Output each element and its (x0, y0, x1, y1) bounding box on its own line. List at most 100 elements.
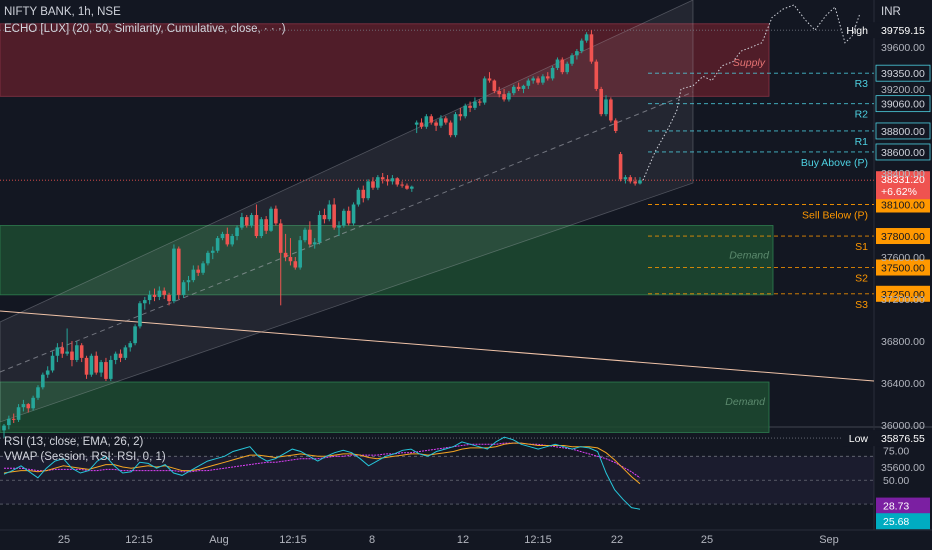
price-tag-bg-1 (875, 64, 931, 82)
time-tick-8: 25 (701, 534, 713, 546)
candle-57 (278, 219, 283, 306)
candle-body-21 (104, 362, 108, 379)
candle-body-24 (118, 353, 123, 358)
candle-52 (254, 204, 259, 239)
candle-body-18 (89, 355, 94, 375)
indicator-title[interactable]: ECHO [LUX] (20, 50, Similarity, Cumulati… (4, 23, 286, 35)
candle-body-104 (507, 93, 511, 100)
candle-body-63 (308, 229, 312, 245)
candle-92 (448, 120, 453, 138)
regression-channel (0, 0, 694, 423)
candle-body-15 (75, 345, 79, 360)
candle-body-102 (497, 91, 502, 95)
price-tag-4: 38600.00 (881, 147, 925, 159)
candle-body-42 (206, 252, 210, 264)
level-label-8: S3 (855, 299, 868, 311)
candle-131 (638, 177, 642, 185)
candle-body-56 (274, 208, 278, 224)
candle-body-61 (298, 240, 302, 268)
zone-label-0: Supply (733, 57, 766, 69)
rsi-tick-1: 50.00 (883, 475, 909, 487)
candle-15 (75, 341, 79, 363)
candle-body-85 (414, 122, 419, 125)
currency-label: INR (881, 6, 901, 18)
candle-60 (293, 257, 298, 270)
rsi-title[interactable]: RSI (13, close, EMA, 26, 2) (4, 436, 144, 448)
candle-100 (487, 72, 492, 83)
candle-body-118 (575, 51, 579, 56)
candle-body-123 (599, 88, 603, 115)
candle-99 (482, 76, 487, 105)
candle-body-6 (31, 397, 35, 409)
candle-85 (414, 120, 419, 134)
candle-body-60 (293, 261, 298, 268)
price-tag-bg-6 (876, 228, 930, 245)
candle-body-36 (176, 248, 181, 295)
candle-body-112 (545, 76, 550, 79)
candle-1 (7, 415, 11, 430)
candle-body-28 (138, 303, 142, 327)
current-price-change: +6.62% (881, 186, 917, 198)
candle-51 (249, 212, 254, 228)
candle-body-26 (128, 343, 133, 348)
rsi-vwap-tag-bg (876, 497, 930, 514)
vwap-title[interactable]: VWAP (Session, RSI: RSI, 0, 1) (4, 451, 166, 463)
candle-76 (371, 177, 375, 190)
candle-body-31 (152, 294, 157, 297)
price-tag-bg-2 (875, 95, 931, 113)
candle-body-103 (502, 94, 506, 100)
candle-body-90 (439, 118, 443, 126)
candle-body-89 (434, 122, 438, 126)
candle-58 (283, 233, 288, 262)
candle-body-79 (385, 179, 390, 182)
candle-body-47 (230, 236, 234, 245)
level-label-6: S1 (855, 241, 868, 253)
zone-supply-0 (0, 23, 770, 97)
candle-body-97 (473, 101, 477, 108)
candle-body-77 (376, 177, 380, 188)
rsi-tick-0: 75.00 (883, 445, 909, 457)
candle-96 (468, 101, 472, 113)
candle-119 (579, 38, 584, 54)
candle-body-100 (487, 78, 492, 81)
price-tag-9: 35876.55 (881, 433, 925, 445)
rsi-line (3, 436, 641, 510)
price-tick-3: 38400.00 (881, 168, 925, 180)
candle-body-54 (264, 219, 268, 231)
candle-27 (133, 324, 137, 346)
candle-43 (210, 246, 215, 260)
symbol-title[interactable]: NIFTY BANK, 1h, NSE (4, 6, 121, 18)
candle-body-46 (225, 233, 230, 245)
candle-body-125 (609, 99, 613, 121)
candle-body-96 (468, 105, 472, 108)
candle-body-49 (240, 217, 244, 228)
candle-body-0 (2, 425, 6, 431)
candle-98 (477, 99, 482, 106)
channel-midline (0, 91, 694, 373)
candle-105 (511, 84, 516, 96)
candle-body-11 (55, 347, 60, 356)
candle-112 (545, 72, 550, 81)
candle-25 (123, 345, 128, 360)
candle-body-34 (167, 294, 171, 302)
time-tick-0: 25 (58, 534, 70, 546)
candle-body-130 (633, 181, 637, 184)
level-label-7: S2 (855, 273, 868, 285)
candle-71 (346, 206, 351, 226)
candle-127 (618, 151, 623, 182)
candle-body-124 (604, 99, 608, 115)
candle-body-116 (565, 63, 569, 73)
candle-83 (405, 183, 409, 190)
candle-body-64 (312, 242, 317, 245)
price-tag-6: 37800.00 (881, 231, 925, 243)
candle-body-127 (618, 154, 623, 180)
candle-body-5 (26, 404, 31, 409)
price-tag-bg-9 (876, 430, 930, 447)
price-tag-bg-4 (875, 143, 931, 161)
candle-36 (176, 246, 181, 300)
candle-body-13 (65, 351, 69, 354)
candle-46 (225, 227, 230, 247)
candle-49 (240, 212, 244, 230)
candle-41 (201, 261, 205, 275)
